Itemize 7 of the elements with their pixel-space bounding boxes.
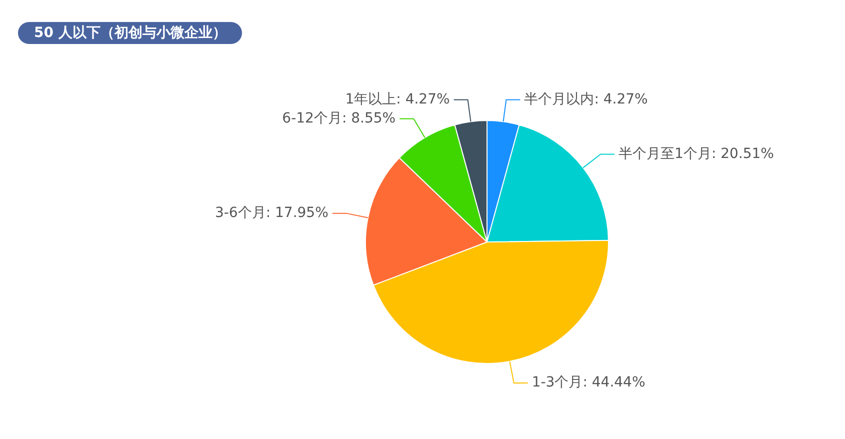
slice-label: 半个月以内: 4.27% (524, 91, 648, 108)
slice-label: 半个月至1个月: 20.51% (618, 146, 774, 162)
slice-label: 3-6个月: 17.95% (214, 204, 328, 221)
slice-label: 6-12个月: 8.55% (282, 110, 396, 126)
slice-label: 1-3个月: 44.44% (532, 374, 646, 391)
chart-title: 50 人以下（初创与小微企业） (18, 22, 242, 44)
slice-label: 1年以上: 4.27% (345, 91, 450, 108)
